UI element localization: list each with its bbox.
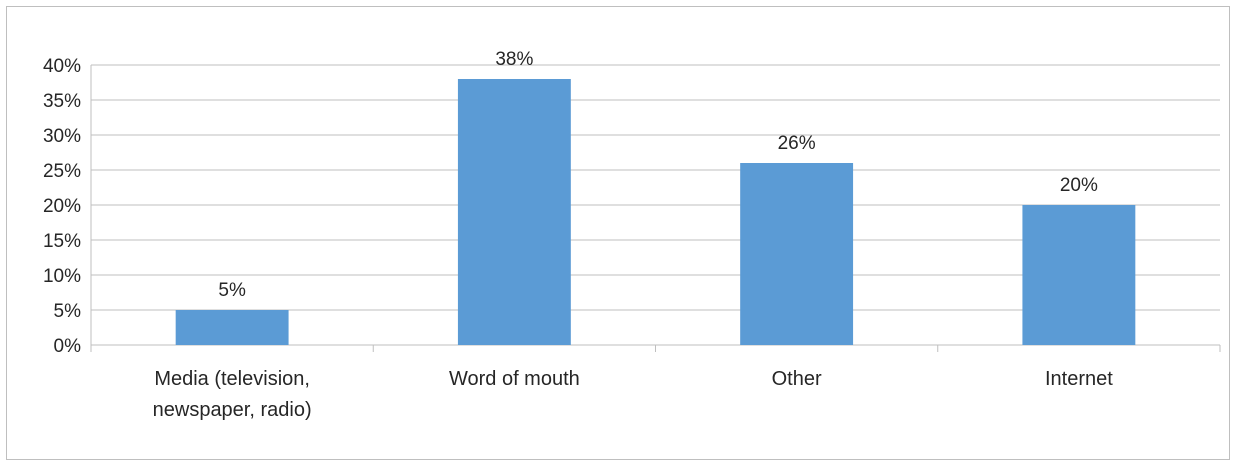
y-tick-label: 10% [43,266,81,287]
x-category-label: newspaper, radio) [153,399,312,421]
data-label: 5% [218,280,246,301]
bar [740,163,854,345]
bar-chart: 0% 5% 10% 15% 20% 25% 30% 35% 40% 5% Media (televi… [43,49,1221,421]
data-label: 20% [1060,175,1098,196]
data-label: 26% [778,133,816,154]
x-category-label: Media (television, [154,368,310,390]
y-tick-label: 5% [54,301,82,322]
chart-area: 0% 5% 10% 15% 20% 25% 30% 35% 40% 5% Media (televi… [6,6,1230,460]
y-tick-label: 20% [43,196,81,217]
x-category-label: Word of mouth [449,368,580,390]
bar [457,79,571,345]
x-category-label: Internet [1045,368,1113,390]
x-category-label: Other [772,368,822,390]
y-tick-label: 35% [43,91,81,112]
y-tick-label: 15% [43,231,81,252]
y-tick-label: 25% [43,161,81,182]
y-tick-label: 0% [54,336,82,357]
y-tick-label: 40% [43,56,81,77]
bar [175,310,289,345]
y-tick-label: 30% [43,126,81,147]
bar [1022,205,1136,345]
data-label: 38% [495,49,533,70]
